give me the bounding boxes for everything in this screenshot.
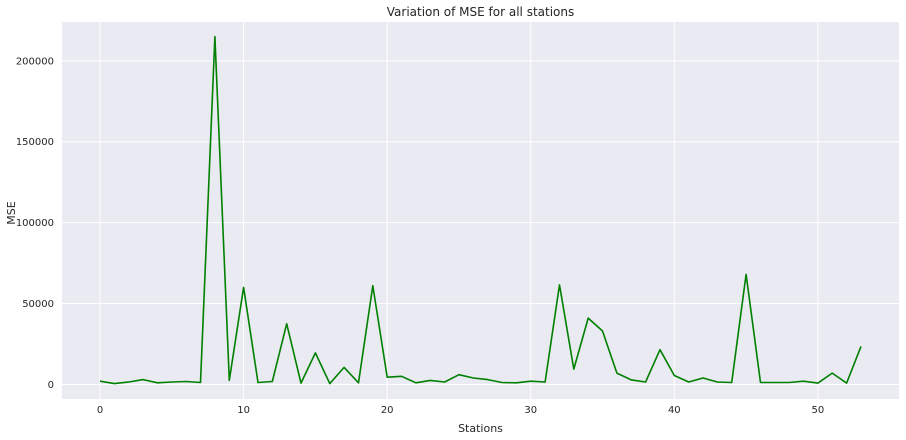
chart-title: Variation of MSE for all stations [387, 5, 575, 19]
y-tick-label: 100000 [16, 218, 54, 229]
mse-series-line [99, 35, 862, 385]
y-tick-label: 50000 [22, 299, 54, 310]
y-axis-ticks: 0 50000 100000 150000 200000 [16, 56, 54, 391]
series-layer [99, 35, 862, 385]
x-axis-label: Stations [458, 422, 503, 435]
y-tick-label: 150000 [16, 137, 54, 148]
x-axis-ticks: 0 10 20 30 40 50 [97, 405, 824, 416]
y-axis-label: MSE [5, 201, 18, 224]
x-tick-label: 0 [97, 405, 103, 416]
y-tick-label: 0 [48, 380, 54, 391]
x-tick-label: 40 [668, 405, 681, 416]
y-tick-label: 200000 [16, 56, 54, 67]
x-tick-label: 10 [237, 405, 250, 416]
x-tick-label: 30 [524, 405, 537, 416]
plot-area [62, 22, 899, 399]
x-tick-label: 20 [381, 405, 394, 416]
gridlines [62, 22, 899, 399]
x-tick-label: 50 [812, 405, 825, 416]
